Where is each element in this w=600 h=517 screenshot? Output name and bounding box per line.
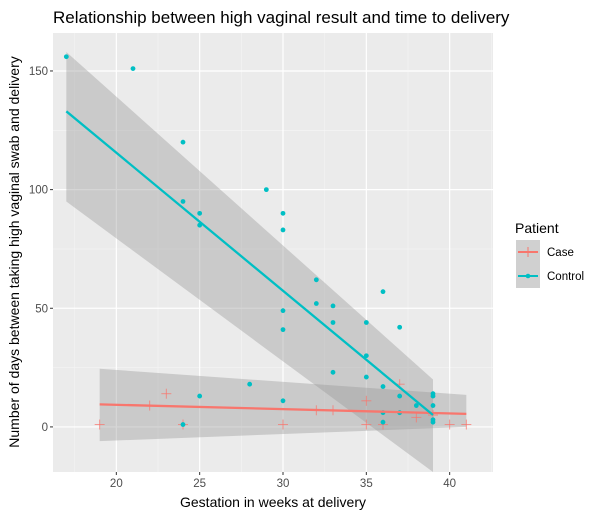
- x-tick-label: 25: [193, 478, 206, 490]
- point-case: [361, 419, 372, 430]
- legend: Patient Case Control: [515, 220, 584, 288]
- point-control: [180, 139, 186, 145]
- y-tick-label: 100: [29, 185, 48, 197]
- point-case: [411, 412, 422, 423]
- point-control: [330, 320, 336, 325]
- point-control: [130, 66, 136, 71]
- point-case: [278, 419, 288, 430]
- point-control: [363, 374, 369, 380]
- point-control: [430, 393, 436, 399]
- point-case: [361, 395, 372, 406]
- legend-item-control: Control: [516, 264, 584, 288]
- x-tick-label: 35: [360, 478, 373, 490]
- y-tick-label: 150: [29, 66, 48, 78]
- y-axis-title: Number of days between taking high vagin…: [6, 56, 22, 447]
- fit-lines: [65, 110, 467, 416]
- point-control: [330, 303, 336, 309]
- ci-ribbon-case: [99, 368, 467, 442]
- point-control: [280, 210, 286, 216]
- x-tick-label: 30: [277, 478, 290, 490]
- legend-label-control: Control: [547, 271, 584, 283]
- x-tick-label: 20: [110, 478, 123, 490]
- data-points: [63, 54, 472, 430]
- point-control: [280, 327, 286, 333]
- point-control: [380, 289, 386, 295]
- grid-major: [53, 33, 493, 472]
- fit-line-case: [99, 403, 467, 416]
- point-control: [413, 403, 419, 408]
- chart-title: Relationship between high vaginal result…: [53, 8, 510, 27]
- grid-minor: [53, 33, 493, 472]
- x-axis-title: Gestation in weeks at delivery: [180, 494, 366, 510]
- point-control: [247, 381, 253, 387]
- point-control: [197, 210, 203, 216]
- point-control: [380, 384, 386, 389]
- legend-item-case: Case: [516, 240, 574, 264]
- point-case: [94, 419, 105, 430]
- point-control: [430, 403, 436, 408]
- plot-panel: [53, 33, 493, 472]
- legend-label-case: Case: [547, 247, 574, 259]
- point-case: [461, 419, 472, 430]
- point-control: [280, 398, 286, 404]
- point-control: [313, 301, 319, 306]
- point-control: [430, 419, 436, 425]
- x-tick-label: 40: [443, 478, 456, 490]
- y-tick-label: 50: [35, 303, 48, 315]
- legend-marker-control: [525, 273, 531, 279]
- point-control: [380, 419, 386, 425]
- y-axis-ticks: 0 50 100 150: [29, 66, 53, 434]
- point-control: [363, 320, 369, 325]
- point-control: [330, 369, 336, 375]
- point-case: [161, 388, 172, 399]
- point-control: [363, 353, 369, 359]
- point-control: [397, 393, 403, 399]
- point-control: [397, 324, 403, 330]
- point-control: [180, 422, 186, 427]
- x-axis-ticks: 20 25 30 35 40: [110, 472, 456, 490]
- point-control: [280, 227, 286, 233]
- point-control: [180, 199, 186, 204]
- point-control: [313, 277, 319, 283]
- y-tick-label: 0: [42, 422, 48, 434]
- legend-title: Patient: [515, 220, 559, 236]
- point-control: [197, 393, 203, 399]
- point-control: [280, 308, 286, 314]
- point-control: [263, 187, 269, 193]
- fit-line-control: [65, 110, 434, 416]
- point-control: [63, 54, 69, 60]
- point-case: [444, 419, 455, 430]
